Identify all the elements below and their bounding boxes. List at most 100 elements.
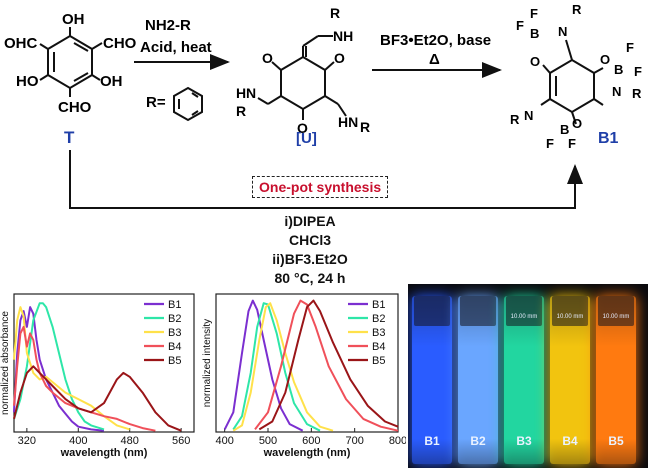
legend-label-b1: B1	[168, 299, 181, 311]
y-axis-label: normalized intensity	[202, 319, 213, 407]
u-h-left: H	[236, 85, 246, 101]
series-line-b4	[13, 325, 156, 432]
x-axis-label: wavelength (nm)	[263, 447, 351, 459]
x-tick-label: 400	[215, 435, 233, 447]
condition-line-3: ii)BF3.Et2O	[272, 251, 348, 267]
b1-n-left: N	[524, 108, 533, 123]
cuvette-top	[460, 296, 496, 326]
b1-f-top2: F	[530, 6, 538, 21]
u-o-right: O	[334, 50, 345, 66]
series-line-b2	[13, 302, 105, 431]
product-b1-label: B1	[598, 130, 619, 147]
cuvette-cap-text: 10.00 mm	[510, 314, 538, 320]
product-b1	[540, 39, 604, 125]
phenyl-ring	[173, 86, 203, 122]
legend-label-b3: B3	[168, 327, 181, 339]
condition-line-4: 80 °C, 24 h	[274, 270, 346, 286]
x-tick-label: 400	[69, 435, 87, 447]
b1-o-bottom: O	[572, 116, 582, 131]
step1-reagent: NH2-R	[145, 17, 191, 34]
cuvette-cap-text: 10.00 mm	[556, 314, 584, 320]
cuvette-b1: B1	[412, 296, 452, 464]
cuvette-top	[552, 296, 588, 326]
x-tick-label: 560	[172, 435, 190, 447]
absorbance-chart: 320 400 480 560 wavelength (nm) normalized ab…	[0, 293, 195, 459]
legend-label-b5: B5	[372, 355, 385, 367]
x-tick-label: 600	[302, 435, 320, 447]
plot-frame	[13, 293, 195, 433]
cuvette-b5: 10.00 mm B5	[596, 296, 636, 464]
cho-bottom: CHO	[58, 99, 92, 116]
compound-t	[39, 27, 103, 97]
r-group-label: R=	[146, 94, 166, 111]
u-hn-right: HN	[338, 114, 358, 130]
legend-label-b2: B2	[168, 313, 181, 325]
b1-b-bottom: B	[560, 122, 569, 137]
u-r-right: R	[360, 119, 370, 135]
compound-t-label: T	[64, 128, 75, 147]
cuvette-label-b5: B5	[608, 434, 624, 448]
x-axis-label: wavelength (nm)	[60, 447, 148, 459]
oh-right: OH	[100, 73, 123, 90]
x-tick-label: 800	[389, 435, 406, 447]
cuvette-label-b1: B1	[424, 434, 440, 448]
cuvette-b4: 10.00 mm B4	[550, 296, 590, 464]
condition-line-1: i)DIPEA	[284, 213, 336, 229]
legend-label-b4: B4	[168, 341, 181, 353]
b1-f-top1: F	[516, 18, 524, 33]
b1-f-right2: F	[634, 64, 642, 79]
b1-n-right: N	[612, 84, 621, 99]
ho-left: HO	[16, 73, 39, 90]
cuvette-b2: B2	[458, 296, 498, 464]
series-line-b4	[254, 299, 399, 432]
b1-o-right: O	[600, 52, 610, 67]
condition-line-2: CHCl3	[288, 232, 331, 248]
cuvette-b3: 10.00 mm B3	[504, 296, 544, 464]
u-o-bottom: O	[297, 120, 308, 136]
x-tick-label: 480	[121, 435, 139, 447]
u-o-left: O	[262, 50, 273, 66]
cuvette-row: B1 B2 10.00 mm B3 10.00 mm B4 10.00 mm B5	[408, 284, 648, 468]
cuvette-label-b4: B4	[562, 434, 578, 448]
u-nh-top: NH	[333, 28, 353, 44]
b1-f-bottom1: F	[546, 136, 554, 151]
legend-label-b2: B2	[372, 313, 385, 325]
x-tick-label: 700	[345, 435, 363, 447]
cuvette-label-b3: B3	[516, 434, 532, 448]
b1-r-left: R	[510, 112, 520, 127]
ohc-left: OHC	[4, 35, 38, 52]
emission-chart: 400 500 600 700 800 wavelength (nm) normalized…	[202, 293, 406, 459]
x-tick-label: 500	[259, 435, 277, 447]
series-line-b5	[13, 365, 182, 432]
u-r-top: R	[330, 5, 340, 21]
x-tick-label: 320	[18, 435, 36, 447]
legend-label-b5: B5	[168, 355, 181, 367]
y-axis-label: normalized absorbance	[0, 311, 11, 415]
reaction-scheme: OH OHC CHO HO OH CHO T NH2-R Acid, heat …	[4, 2, 642, 209]
cho-right: CHO	[103, 35, 137, 52]
step1-conditions: Acid, heat	[140, 39, 212, 56]
step2-heat: Δ	[429, 51, 440, 68]
b1-o-left: O	[530, 54, 540, 69]
b1-b-top: B	[530, 26, 539, 41]
cuvette-top	[506, 296, 542, 326]
u-n-left: N	[246, 85, 256, 101]
plot-frame	[215, 293, 399, 433]
u-r-left: R	[236, 103, 246, 119]
cuvette-cap-text: 10.00 mm	[602, 314, 630, 320]
series-line-b3	[232, 302, 334, 432]
cuvette-top	[414, 296, 450, 326]
one-pot-synthesis-label: One-pot synthesis	[252, 176, 389, 198]
cuvette-top	[598, 296, 634, 326]
conditions-block: i)DIPEA CHCl3 ii)BF3.Et2O 80 °C, 24 h	[240, 212, 380, 288]
cuvette-photo: B1 B2 10.00 mm B3 10.00 mm B4 10.00 mm B5	[408, 284, 648, 468]
b1-b-right: B	[614, 62, 623, 77]
legend-label-b3: B3	[372, 327, 385, 339]
intermediate-u-label: [U]	[296, 130, 317, 147]
step2-reagent: BF3•Et2O, base	[380, 32, 491, 49]
oh-top: OH	[62, 11, 85, 28]
b1-f-bottom2: F	[568, 136, 576, 151]
series-line-b5	[258, 299, 399, 431]
legend-label-b1: B1	[372, 299, 385, 311]
b1-r-right: R	[632, 86, 642, 101]
